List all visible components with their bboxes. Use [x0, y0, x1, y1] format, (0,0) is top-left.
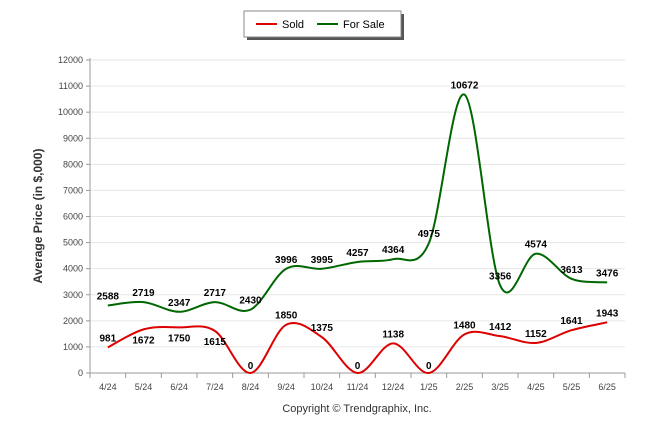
x-tick-label: 8/24 — [242, 382, 260, 392]
y-tick-label: 7000 — [63, 185, 83, 195]
data-label-sold: 1412 — [489, 322, 512, 333]
data-label-sold: 1943 — [596, 308, 619, 319]
data-label-sold: 1480 — [453, 320, 476, 331]
x-tick-label: 6/25 — [598, 382, 616, 392]
y-tick-label: 0 — [78, 368, 83, 378]
data-label-sold: 1672 — [132, 335, 155, 346]
y-tick-label: 12000 — [58, 55, 83, 65]
data-label-sold: 1152 — [525, 329, 547, 340]
x-tick-label: 5/24 — [135, 382, 153, 392]
y-tick-label: 10000 — [58, 107, 83, 117]
x-tick-label: 3/25 — [491, 382, 509, 392]
data-label-for-sale: 3995 — [311, 255, 334, 266]
data-label-for-sale: 2588 — [97, 291, 120, 302]
data-label-for-sale: 3996 — [275, 255, 298, 266]
y-tick-label: 4000 — [63, 264, 83, 274]
data-label-sold: 1850 — [275, 311, 298, 322]
series-line-sold — [107, 321, 608, 374]
x-tick-label: 1/25 — [420, 382, 438, 392]
y-tick-label: 6000 — [63, 212, 83, 222]
x-tick-label: 6/24 — [170, 382, 188, 392]
data-label-for-sale: 3613 — [560, 265, 583, 276]
data-label-for-sale: 2347 — [168, 298, 191, 309]
data-label-for-sale: 2717 — [204, 288, 227, 299]
data-label-sold: 1750 — [168, 333, 191, 344]
data-label-sold: 0 — [355, 361, 361, 372]
x-tick-label: 4/24 — [99, 382, 117, 392]
data-label-sold: 1375 — [311, 323, 334, 334]
x-tick-labels: 4/24 5/24 6/24 7/24 8/24 9/24 10/24 11/24 12/24 1… — [99, 382, 616, 392]
y-axis-label: Average Price (in $,000) — [31, 149, 45, 284]
y-tick-label: 1000 — [63, 342, 83, 352]
x-tick-label: 5/25 — [563, 382, 581, 392]
data-label-sold: 1138 — [382, 329, 404, 340]
data-label-sold: 1641 — [560, 316, 583, 327]
y-tick-label: 2000 — [63, 316, 83, 326]
legend-label-for-sale: For Sale — [343, 19, 385, 31]
data-label-for-sale: 10672 — [451, 81, 479, 92]
y-tick-label: 8000 — [63, 159, 83, 169]
data-labels: 981 1672 1750 1615 0 1850 1375 0 1138 0 1480 1412 11… — [97, 81, 619, 372]
data-label-sold: 1615 — [204, 337, 227, 348]
series-lines — [107, 93, 608, 374]
data-label-for-sale: 3356 — [489, 271, 512, 282]
series-line-for-sale — [107, 93, 608, 313]
x-tick-label: 2/25 — [456, 382, 474, 392]
x-tick-label: 12/24 — [382, 382, 405, 392]
x-tick-label: 7/24 — [206, 382, 224, 392]
data-label-for-sale: 4975 — [418, 229, 441, 240]
y-tick-labels: 0 1000 2000 3000 4000 5000 6000 7000 8000 9000 100… — [58, 55, 83, 378]
x-tick-label: 4/25 — [527, 382, 545, 392]
data-label-sold: 0 — [248, 361, 254, 372]
y-tick-label: 9000 — [63, 133, 83, 143]
data-label-sold: 0 — [426, 361, 432, 372]
data-label-sold: 981 — [99, 333, 116, 344]
legend: Sold For Sale — [243, 10, 404, 40]
gridlines — [90, 59, 625, 374]
legend-label-sold: Sold — [282, 19, 304, 31]
x-tick-label: 10/24 — [311, 382, 334, 392]
copyright-credit: Copyright © Trendgraphix, Inc. — [282, 403, 431, 415]
x-tick-label: 9/24 — [277, 382, 295, 392]
data-label-for-sale: 2719 — [132, 288, 155, 299]
data-label-for-sale: 2430 — [239, 296, 262, 307]
data-label-for-sale: 4364 — [382, 245, 405, 256]
y-tick-label: 5000 — [63, 238, 83, 248]
data-label-for-sale: 3476 — [596, 268, 619, 279]
data-label-for-sale: 4257 — [346, 248, 369, 259]
data-label-for-sale: 4574 — [525, 240, 548, 251]
y-tick-label: 3000 — [63, 290, 83, 300]
x-tick-label: 11/24 — [347, 382, 369, 392]
y-tick-label: 11000 — [59, 81, 83, 91]
